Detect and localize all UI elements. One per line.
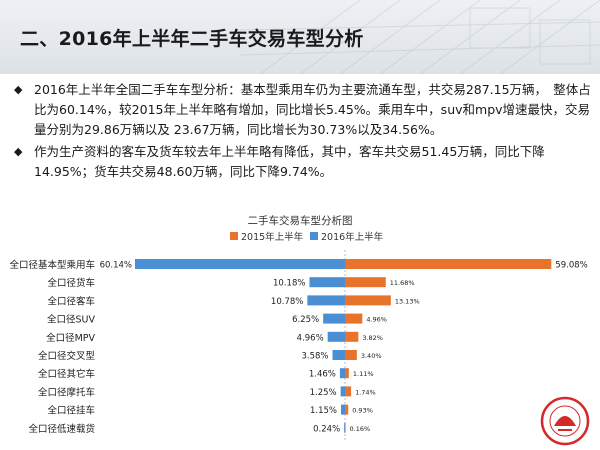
bar-2015	[345, 422, 346, 433]
category-label: 全口径交叉型	[38, 350, 96, 362]
data-label-2015: 4.96%	[366, 316, 387, 324]
bar-2015	[345, 295, 391, 306]
data-label-2016: 0.24%	[313, 424, 340, 434]
bullet-list: ◆ 2016年上半年全国二手车车型分析：基本型乘用车仍为主要流通车型，共交易28…	[14, 80, 592, 182]
data-label-2016: 60.14%	[100, 261, 132, 271]
data-label-2016: 10.78%	[271, 297, 303, 307]
category-label: 全口径摩托车	[38, 386, 95, 398]
bar-2016	[340, 404, 345, 415]
bullet-item-1: ◆ 2016年上半年全国二手车车型分析：基本型乘用车仍为主要流通车型，共交易28…	[14, 80, 592, 140]
data-label-2016: 10.18%	[273, 279, 305, 289]
bar-2015	[345, 259, 552, 269]
bar-2016	[339, 368, 345, 379]
category-label: 全口径基本型乘用车	[9, 259, 95, 271]
bar-2016	[327, 331, 345, 342]
data-label-2015: 13.13%	[395, 297, 420, 305]
data-label-2016: 1.46%	[309, 370, 336, 380]
bullet-text-1: 2016年上半年全国二手车车型分析：基本型乘用车仍为主要流通车型，共交易287.…	[34, 82, 591, 137]
category-label: 全口径客车	[47, 295, 95, 307]
data-label-2015: 3.40%	[361, 352, 382, 360]
diamond-bullet-icon: ◆	[14, 83, 23, 96]
bar-2015	[345, 404, 349, 415]
header-banner: 二、2016年上半年二手车交易车型分析	[0, 0, 600, 74]
university-seal-logo	[540, 396, 590, 446]
data-label-2016: 1.25%	[310, 388, 337, 398]
bar-2015	[345, 277, 386, 288]
data-label-2016: 3.58%	[301, 352, 328, 362]
bar-2015	[345, 313, 363, 324]
bar-2016	[323, 313, 345, 324]
bar-2016	[344, 422, 345, 433]
legend-label-2016: 2016年上半年	[321, 231, 384, 243]
bar-2015	[345, 350, 357, 360]
category-label: 全口径货车	[47, 277, 95, 289]
category-label: 全口径MPV	[46, 332, 95, 344]
data-label-2015: 0.16%	[350, 425, 371, 433]
bar-2015	[345, 368, 349, 379]
legend-label-2015: 2015年上半年	[241, 231, 304, 243]
bullet-item-2: ◆ 作为生产资料的客车及货车较去年上半年略有降低，其中，客车共交易51.45万辆…	[14, 142, 592, 182]
data-label-2015: 11.68%	[390, 279, 415, 287]
chart-title: 二手车交易车型分析图	[248, 214, 353, 227]
page-title: 二、2016年上半年二手车交易车型分析	[20, 28, 364, 50]
category-label: 全口径SUV	[47, 314, 95, 326]
data-label-2016: 6.25%	[292, 315, 319, 325]
bar-2016	[135, 259, 345, 269]
legend-swatch-1	[310, 232, 318, 240]
category-label: 全口径低速载货	[28, 423, 95, 435]
bar-2015	[345, 386, 352, 397]
data-label-2015: 3.82%	[362, 334, 383, 342]
bar-2016	[307, 295, 345, 306]
data-label-2015: 0.93%	[352, 407, 373, 415]
data-label-2015: 1.11%	[353, 370, 374, 378]
legend-swatch-0	[230, 232, 238, 240]
data-label-2016: 1.15%	[310, 406, 337, 416]
bar-2016	[309, 277, 345, 288]
data-label-2016: 4.96%	[297, 333, 324, 343]
header-decoration	[240, 0, 600, 74]
data-label-2015: 1.74%	[355, 388, 376, 396]
bar-2015	[345, 331, 359, 342]
bar-2016	[340, 386, 345, 397]
bullet-text-2: 作为生产资料的客车及货车较去年上半年略有降低，其中，客车共交易51.45万辆，同…	[34, 144, 545, 179]
bar-2016	[332, 350, 345, 360]
category-label: 全口径其它车	[38, 368, 95, 380]
category-label: 全口径挂车	[47, 405, 95, 417]
diamond-bullet-icon: ◆	[14, 145, 23, 158]
data-label-2015: 59.08%	[555, 261, 587, 271]
